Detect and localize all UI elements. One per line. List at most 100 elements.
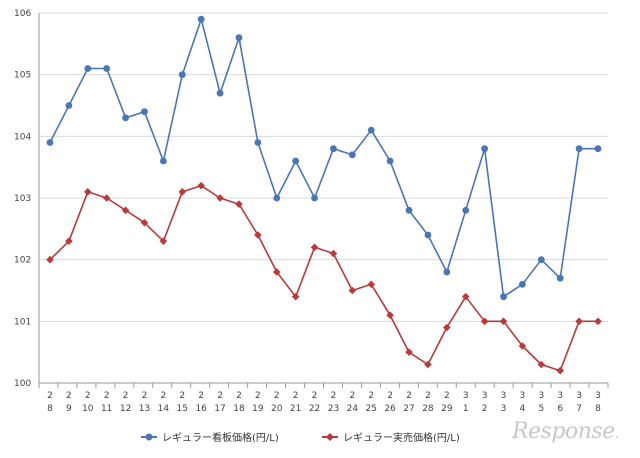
x-tick-label: 22	[309, 404, 320, 414]
data-point-1	[443, 323, 451, 332]
data-point-0	[556, 274, 564, 282]
data-point-0	[122, 114, 129, 122]
series-lines	[49, 18, 598, 372]
x-tick-label: 9	[66, 404, 72, 414]
data-point-1	[367, 280, 376, 289]
x-tick-label: 2	[236, 391, 242, 401]
data-point-1	[121, 206, 130, 215]
data-point-0	[46, 139, 54, 146]
data-point-1	[216, 194, 224, 202]
x-tick-label: 15	[177, 404, 188, 414]
x-tick-label: 29	[441, 404, 453, 414]
data-point-1	[178, 188, 187, 196]
x-tick-label: 2	[312, 391, 318, 401]
data-point-1	[424, 360, 432, 369]
x-tick-label: 2	[331, 391, 337, 401]
data-point-0	[216, 89, 224, 97]
x-tick-label: 5	[538, 404, 544, 414]
data-point-0	[330, 145, 337, 153]
x-tick-label: 2	[198, 391, 204, 401]
legend: レギュラー看板価格(円/L) レギュラー実売価格(円/L)	[141, 431, 460, 444]
data-point-1	[386, 311, 394, 319]
data-point-1	[102, 194, 111, 202]
data-point-1	[159, 237, 168, 245]
data-point-1	[83, 188, 92, 196]
response-logo-text: Response	[512, 419, 615, 444]
x-tick-label: 13	[139, 404, 150, 414]
x-tick-label: 14	[158, 404, 170, 414]
x-tick-label: 2	[293, 391, 299, 401]
x-tick-label: 28	[422, 404, 434, 414]
x-tick-label: 2	[179, 391, 185, 401]
x-tick-label: 2	[104, 391, 110, 401]
data-point-0	[273, 194, 281, 202]
data-point-0	[462, 206, 470, 214]
data-point-1	[348, 286, 357, 295]
x-tick-label: 12	[120, 404, 131, 414]
x-tick-label: 3	[538, 391, 544, 401]
x-tick-label: 7	[576, 404, 582, 414]
data-point-1	[291, 292, 300, 301]
x-tick-label: 2	[387, 391, 393, 401]
series-line-1	[49, 184, 598, 372]
x-tick-label: 3	[557, 391, 563, 401]
x-tick-label: 23	[328, 404, 339, 414]
data-point-1	[65, 237, 73, 245]
x-tick-label: 3	[501, 404, 507, 414]
legend-label-signboard: レギュラー看板価格(円/L)	[162, 431, 279, 444]
data-point-0	[178, 71, 186, 79]
x-tick-label: 19	[252, 404, 264, 414]
data-point-1	[461, 292, 470, 301]
data-point-0	[292, 157, 300, 165]
data-point-1	[556, 366, 565, 375]
x-tick-label: 27	[403, 404, 414, 414]
x-tick-label: 2	[85, 391, 91, 401]
x-tick-label: 3	[482, 391, 488, 401]
x-axis-tick-labels: 2829210211212213214215216217218219220221…	[47, 391, 601, 414]
x-tick-label: 2	[425, 391, 431, 401]
x-tick-label: 3	[501, 391, 507, 401]
x-tick-label: 3	[576, 391, 582, 401]
data-point-0	[235, 34, 243, 42]
x-tick-label: 16	[195, 404, 207, 414]
response-logo: Response.	[512, 419, 619, 444]
data-point-0	[500, 293, 507, 301]
y-tick-label: 105	[14, 71, 31, 81]
y-tick-label: 100	[14, 379, 31, 389]
x-tick-label: 21	[290, 404, 301, 414]
x-tick-label: 6	[557, 404, 563, 414]
axes	[38, 13, 609, 388]
x-tick-label: 8	[595, 404, 601, 414]
series-markers	[46, 15, 602, 375]
x-tick-label: 2	[66, 391, 72, 401]
data-point-0	[348, 151, 356, 159]
data-point-1	[235, 200, 243, 208]
data-point-0	[84, 65, 92, 72]
x-tick-label: 17	[214, 404, 225, 414]
y-tick-label: 102	[14, 256, 31, 266]
data-point-0	[481, 145, 489, 153]
data-point-1	[197, 181, 205, 190]
data-point-1	[499, 317, 508, 326]
x-tick-label: 2	[255, 391, 261, 401]
data-point-0	[159, 157, 167, 165]
x-tick-label: 4	[520, 404, 526, 414]
y-axis-tick-labels: 100 101 102 103 104 105 106	[14, 9, 31, 389]
data-point-1	[575, 317, 583, 326]
data-point-0	[386, 157, 394, 165]
y-tick-label: 103	[14, 194, 31, 204]
x-tick-label: 3	[595, 391, 601, 401]
x-tick-label: 2	[349, 391, 355, 401]
data-point-0	[594, 145, 602, 153]
data-point-1	[594, 317, 602, 326]
x-tick-label: 2	[482, 404, 488, 414]
data-point-0	[254, 139, 262, 146]
x-tick-label: 2	[217, 391, 223, 401]
x-tick-label: 24	[347, 404, 359, 414]
legend-label-actual: レギュラー実売価格(円/L)	[343, 431, 460, 444]
x-tick-label: 2	[444, 391, 450, 401]
data-point-0	[537, 256, 545, 264]
x-tick-label: 26	[384, 404, 396, 414]
data-point-1	[46, 255, 54, 264]
x-tick-label: 25	[366, 404, 377, 414]
